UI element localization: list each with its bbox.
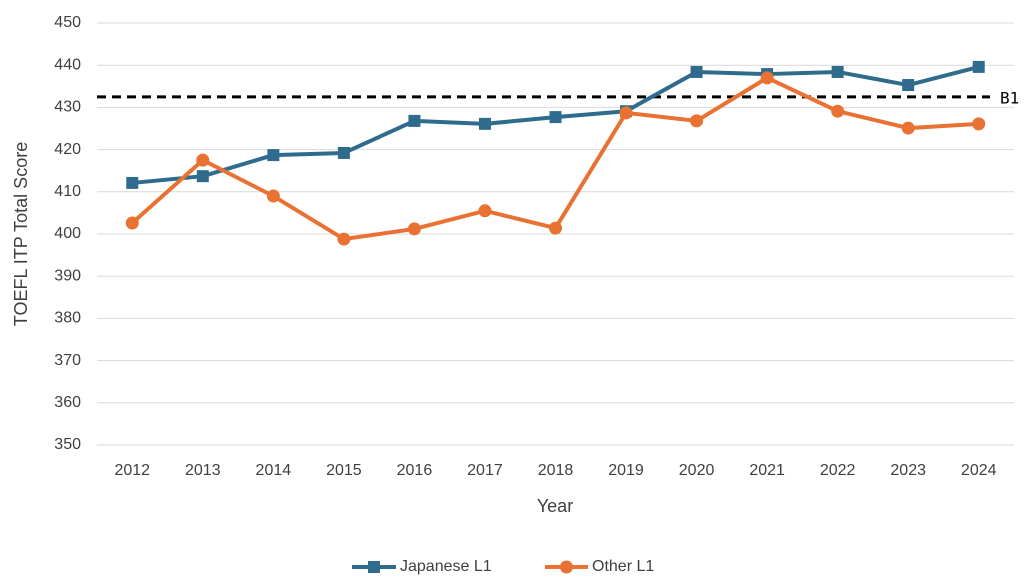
- x-tick-label: 2023: [890, 462, 926, 479]
- x-tick-label: 2019: [608, 462, 644, 479]
- data-point: [972, 60, 985, 73]
- data-point: [831, 104, 845, 118]
- data-point: [478, 204, 492, 218]
- y-tick-label: 410: [54, 183, 81, 200]
- x-tick-label: 2022: [820, 462, 856, 479]
- x-axis-title: Year: [537, 496, 573, 516]
- data-point: [690, 114, 704, 128]
- data-point: [690, 65, 703, 78]
- y-tick-label: 380: [54, 310, 81, 327]
- x-tick-label: 2021: [749, 462, 785, 479]
- data-point: [760, 71, 774, 85]
- x-tick-label: 2012: [114, 462, 150, 479]
- data-point: [478, 117, 491, 130]
- x-tick-label: 2014: [256, 462, 292, 479]
- y-tick-label: 420: [54, 141, 81, 158]
- y-tick-label: 360: [54, 394, 81, 411]
- x-tick-label: 2013: [185, 462, 221, 479]
- data-point: [196, 170, 209, 183]
- y-tick-label: 400: [54, 225, 81, 242]
- x-tick-label: 2018: [538, 462, 574, 479]
- data-point: [407, 222, 421, 236]
- reference-label: B1: [1000, 88, 1019, 107]
- data-point: [549, 111, 562, 124]
- x-tick-label: 2017: [467, 462, 503, 479]
- legend-label: Other L1: [592, 558, 654, 575]
- data-point: [972, 117, 986, 131]
- y-tick-label: 350: [54, 436, 81, 453]
- y-tick-label: 370: [54, 352, 81, 369]
- data-point: [337, 146, 350, 159]
- y-axis-title: TOEFL ITP Total Score: [11, 142, 31, 326]
- legend-label: Japanese L1: [400, 558, 492, 575]
- data-point: [126, 176, 139, 189]
- x-tick-label: 2015: [326, 462, 362, 479]
- y-tick-label: 390: [54, 267, 81, 284]
- y-tick-label: 440: [54, 56, 81, 73]
- legend-marker: [560, 560, 573, 574]
- data-point: [125, 216, 139, 230]
- x-tick-label: 2020: [679, 462, 715, 479]
- data-point: [266, 189, 280, 203]
- x-tick-label: 2024: [961, 462, 997, 479]
- data-point: [831, 65, 844, 78]
- series-line: [132, 64, 980, 185]
- data-point: [549, 221, 562, 235]
- data-point: [901, 121, 915, 135]
- data-point: [408, 114, 421, 127]
- data-point: [619, 106, 633, 120]
- data-point: [337, 232, 351, 246]
- data-point: [196, 153, 210, 167]
- y-tick-label: 450: [54, 14, 81, 31]
- x-tick-label: 2016: [397, 462, 433, 479]
- legend-marker: [368, 561, 380, 573]
- data-point: [267, 149, 280, 162]
- y-tick-label: 430: [54, 99, 81, 116]
- data-point: [902, 79, 915, 92]
